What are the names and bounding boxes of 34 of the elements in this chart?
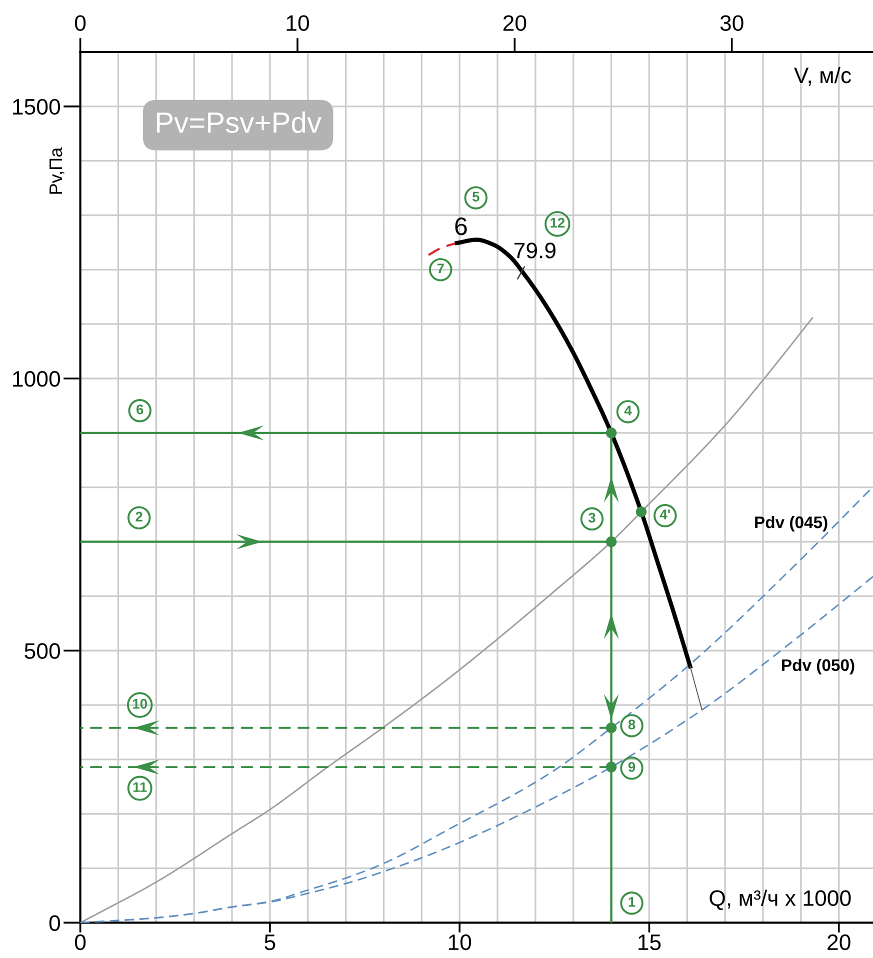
x2-axis-title: V, м/с xyxy=(794,66,852,86)
x2-tick-label: 30 xyxy=(720,15,744,31)
y-tick-label: 1500 xyxy=(13,98,60,115)
annotation: 8 xyxy=(628,720,636,730)
x-axis-title: Q, м³/ч x 1000 xyxy=(710,890,851,910)
y-tick-label: 0 xyxy=(49,915,60,931)
x-tick-label: 5 xyxy=(264,934,276,950)
series-label: Pdv (050) xyxy=(782,658,854,674)
x-tick-label: 15 xyxy=(638,934,661,950)
x2-tick-label: 20 xyxy=(503,15,526,31)
annotation: 5 xyxy=(472,192,480,202)
x-tick-label: 20 xyxy=(828,934,850,950)
annotation: 2 xyxy=(136,512,142,522)
x2-tick-label: 0 xyxy=(74,15,86,31)
annotation: 11 xyxy=(133,782,147,792)
annotation: 12 xyxy=(550,218,565,228)
annotation: 1 xyxy=(628,897,636,907)
x-tick-label: 0 xyxy=(74,934,86,950)
annotation: 4 xyxy=(624,406,632,416)
y-tick-label: 500 xyxy=(24,643,60,659)
y-tick-label: 1000 xyxy=(13,371,60,387)
annotation: 9 xyxy=(628,762,636,772)
annotation: 4' xyxy=(660,510,670,520)
annotation: 10 xyxy=(133,698,148,709)
annotation: Pv=Psv+Pdv xyxy=(156,112,322,133)
x-tick-label: 10 xyxy=(448,934,472,950)
annotation: 79.9 xyxy=(514,242,556,258)
y-axis-title: Pv,Па xyxy=(50,147,64,194)
annotation: 3 xyxy=(588,512,596,523)
annotation: 6 xyxy=(136,404,144,414)
series-label: 6 xyxy=(455,217,467,236)
series-label: Pdv (045) xyxy=(755,516,828,532)
x2-tick-label: 10 xyxy=(286,15,309,31)
annotation: 7 xyxy=(437,264,444,274)
